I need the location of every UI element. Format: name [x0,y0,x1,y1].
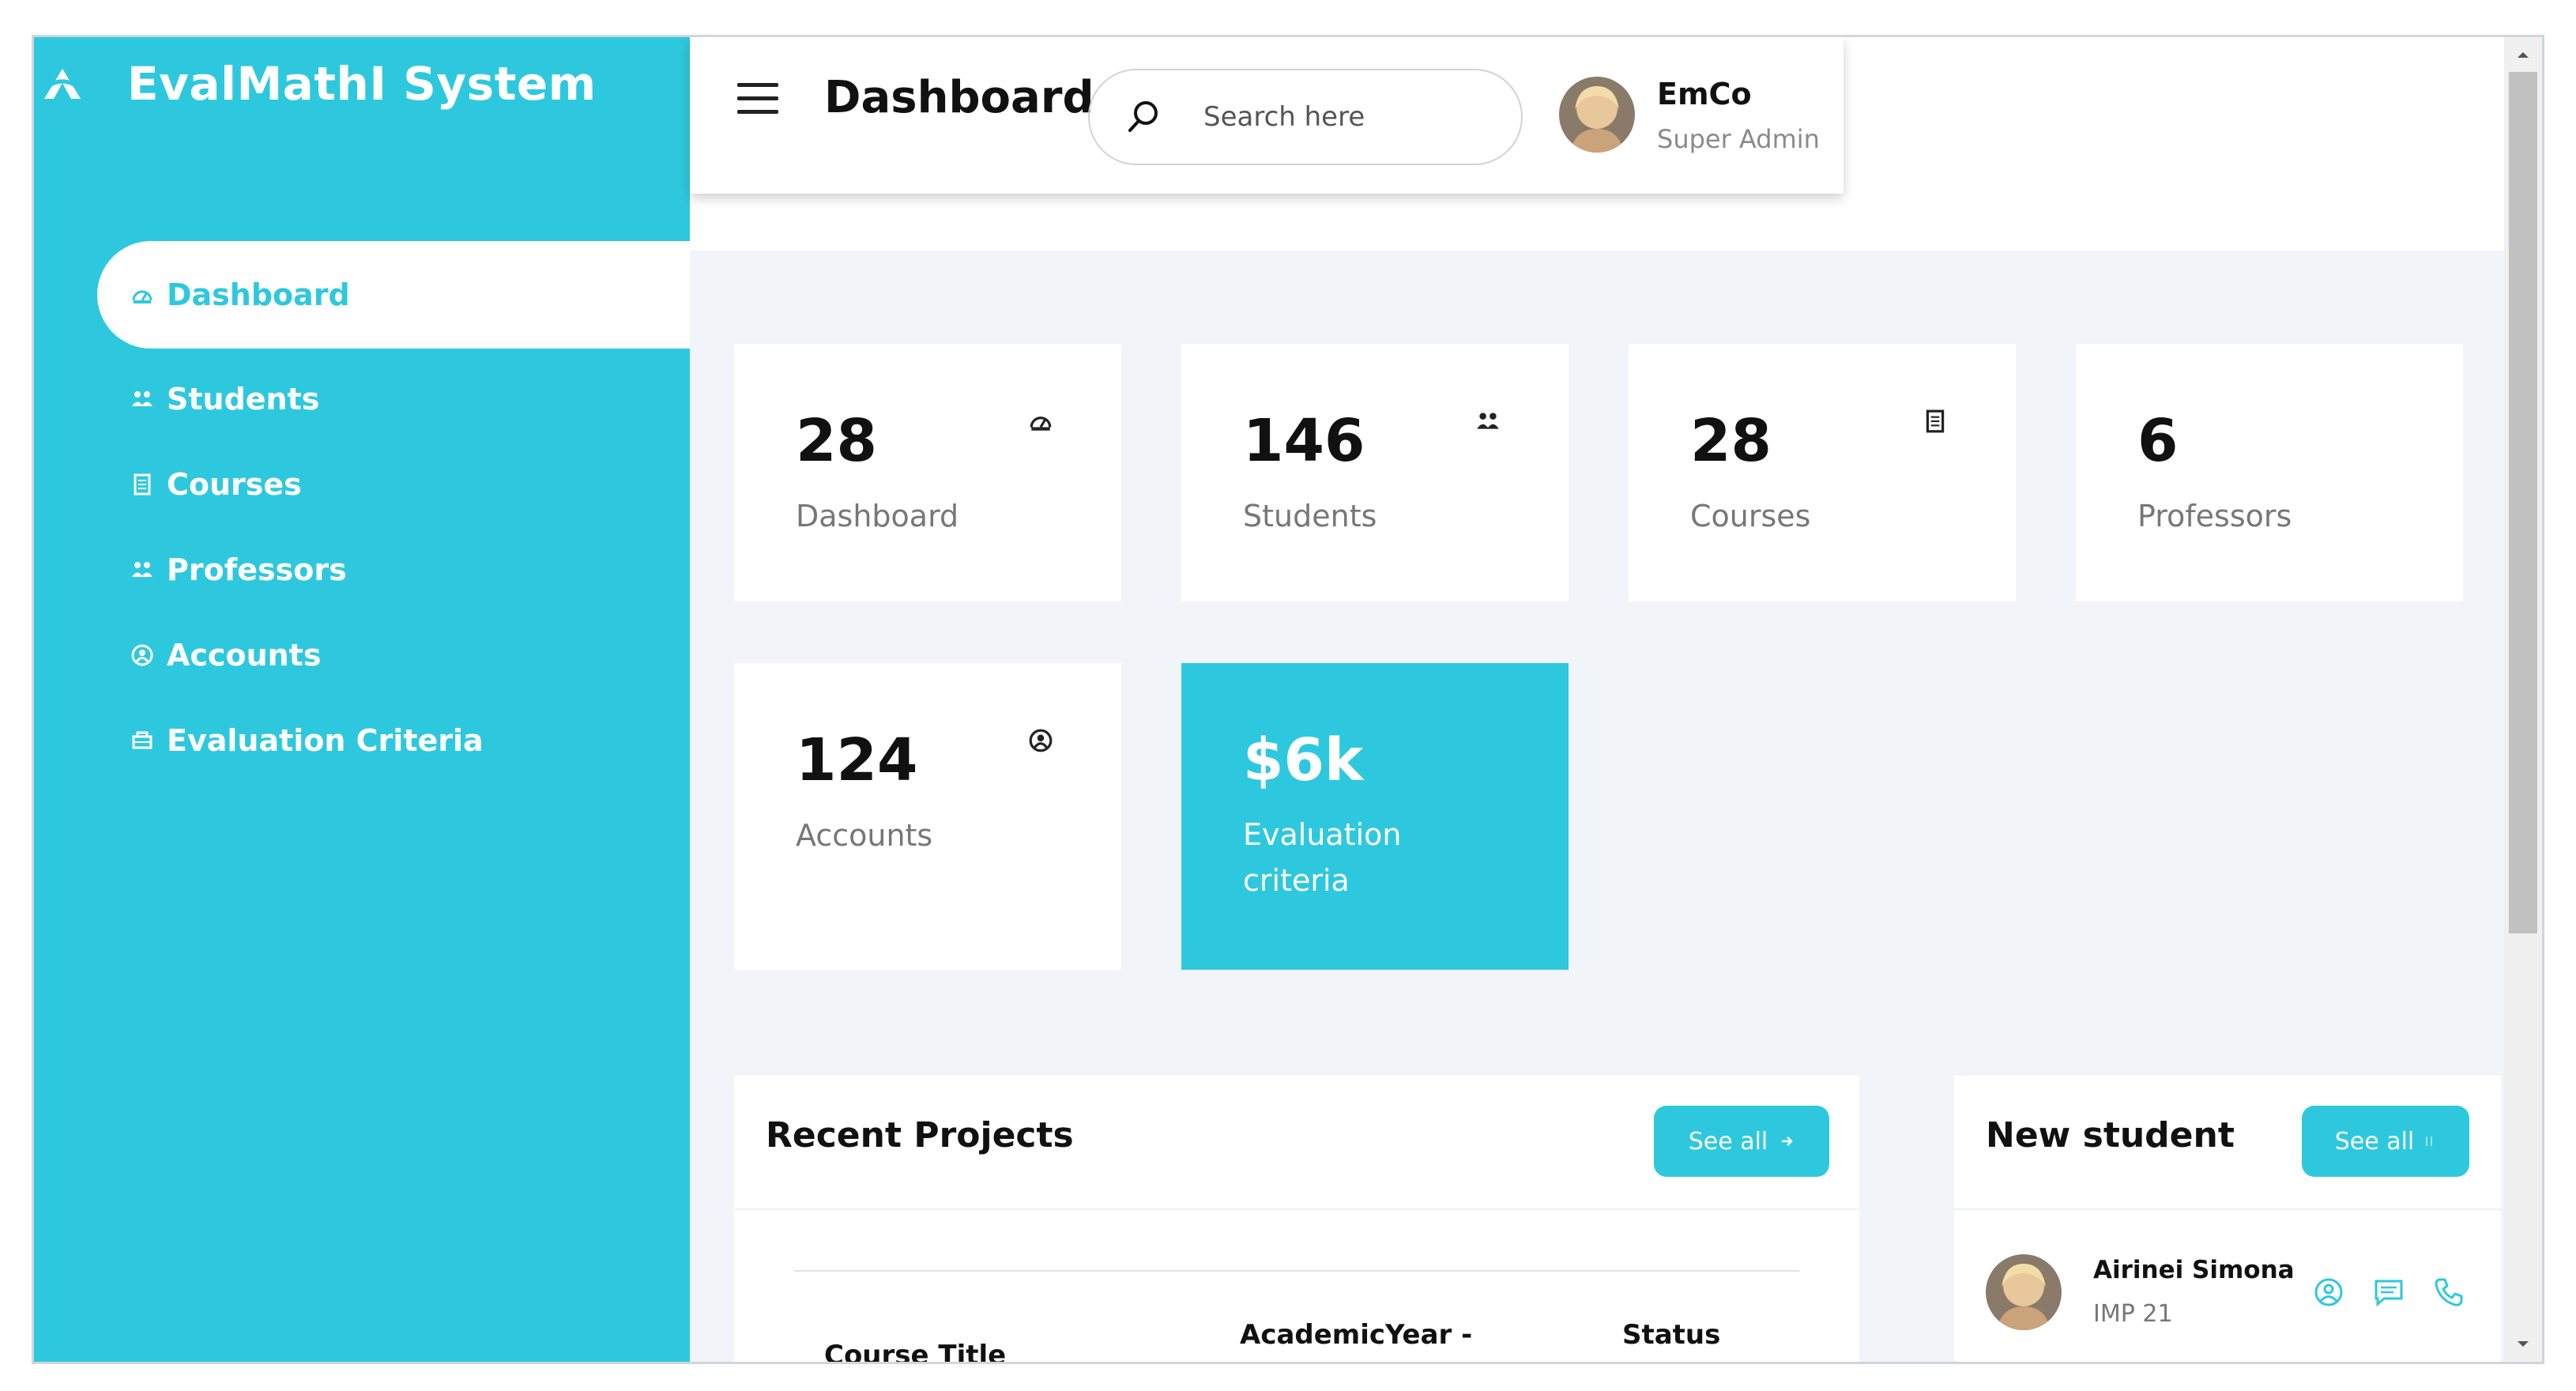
divider [734,1208,1859,1210]
see-all-projects-button[interactable]: See all [1654,1106,1829,1177]
column-header-course-title: Course Title [824,1340,1007,1364]
accounts-icon [1026,726,1055,755]
sidebar-item-courses[interactable]: Courses [97,442,690,527]
recent-projects-panel: Recent Projects See all Course Title Aca… [734,1076,1859,1364]
sidebar-nav: Dashboard Students Courses Professors [97,241,690,783]
message-icon[interactable] [2371,1275,2406,1310]
sidebar-item-accounts[interactable]: Accounts [97,613,690,698]
stat-value: $6k [1243,726,1364,794]
accounts-icon [129,642,156,669]
column-header-academic-year: AcademicYear - Lecturer [1240,1319,1473,1362]
professors-icon [129,556,156,583]
new-student-panel: New student See all Airinei Simona IMP 2… [1954,1076,2501,1362]
stat-card-professors[interactable]: 6 Professors [2076,344,2463,601]
user-role: Super Admin [1657,124,1820,154]
sidebar-item-label: Courses [167,467,302,502]
stat-card-accounts[interactable]: 124 Accounts [734,663,1121,970]
scroll-down-icon[interactable] [2504,1327,2542,1362]
sidebar-item-evaluation-criteria[interactable]: Evaluation Criteria [97,698,690,783]
stat-value: 28 [796,407,877,475]
vertical-scrollbar[interactable] [2504,37,2542,1362]
table-header-divider [794,1270,1799,1272]
search-icon[interactable] [1121,95,1166,139]
stat-label: Professors [2137,499,2292,533]
stat-value: 28 [1690,407,1772,475]
sidebar-item-label: Dashboard [167,277,350,312]
evaluation-icon [129,727,156,754]
scrollbar-thumb[interactable] [2509,72,2537,933]
stat-label: Courses [1690,499,1811,533]
logo-icon [39,60,86,107]
student-avatar[interactable] [1986,1254,2062,1330]
students-icon [129,386,156,413]
scroll-up-icon[interactable] [2504,37,2542,72]
header: Dashboard EmCo Super Admin [690,37,1843,194]
students-icon [1474,407,1502,435]
sidebar-item-professors[interactable]: Professors [97,527,690,613]
phone-icon[interactable] [2431,1275,2466,1310]
stat-label: Evaluation criteria [1243,817,1402,898]
sidebar: EvalMathI System Dashboard Students Cour… [34,37,690,1362]
brand[interactable]: EvalMathI System [34,48,597,119]
stat-label: Accounts [796,818,933,853]
stat-value: 146 [1243,407,1365,475]
search-box[interactable] [1088,69,1523,165]
stat-card-students[interactable]: 146 Students [1181,344,1569,601]
sidebar-item-label: Students [167,382,320,417]
courses-icon [129,471,156,498]
stat-card-dashboard[interactable]: 28 Dashboard [734,344,1121,601]
dashboard-icon [1026,407,1055,435]
search-input[interactable] [1203,101,1488,133]
button-label: See all [2334,1127,2415,1155]
sidebar-item-label: Professors [167,552,347,587]
stat-value: 6 [2137,407,2179,475]
app-title: EvalMathI System [127,57,597,111]
sidebar-item-label: Accounts [167,638,322,673]
stat-value: 124 [796,726,918,794]
panel-title: Recent Projects [766,1115,1074,1155]
stat-card-evaluation-criteria[interactable]: $6k Evaluation criteria [1181,663,1569,970]
stat-card-courses[interactable]: 28 Courses [1629,344,2016,601]
dashboard-icon [129,281,156,308]
page-title: Dashboard [824,72,1094,123]
arrow-right-icon [2423,1128,2436,1155]
courses-icon [1921,407,1949,435]
arrow-right-icon [1779,1128,1795,1155]
menu-toggle-icon[interactable] [737,83,778,115]
stat-label: Dashboard [796,499,959,533]
panel-title: New student [1986,1115,2235,1155]
app-window: EvalMathI System Dashboard Students Cour… [32,35,2544,1364]
stat-label: Students [1243,499,1377,533]
user-name: EmCo [1657,77,1752,111]
sidebar-item-dashboard[interactable]: Dashboard [97,241,690,349]
divider [1954,1208,2501,1210]
student-group: IMP 21 [2093,1300,2173,1328]
user-avatar[interactable] [1559,77,1635,153]
button-label: See all [1688,1127,1768,1155]
column-header-status: Status [1622,1319,1721,1351]
sidebar-item-students[interactable]: Students [97,356,690,442]
student-name: Airinei Simona [2093,1256,2295,1284]
sidebar-item-label: Evaluation Criteria [167,723,484,758]
profile-icon[interactable] [2311,1275,2346,1310]
see-all-students-button[interactable]: See all [2302,1106,2469,1177]
main-content: Dashboard EmCo Super Admin 28 [690,37,2504,1362]
